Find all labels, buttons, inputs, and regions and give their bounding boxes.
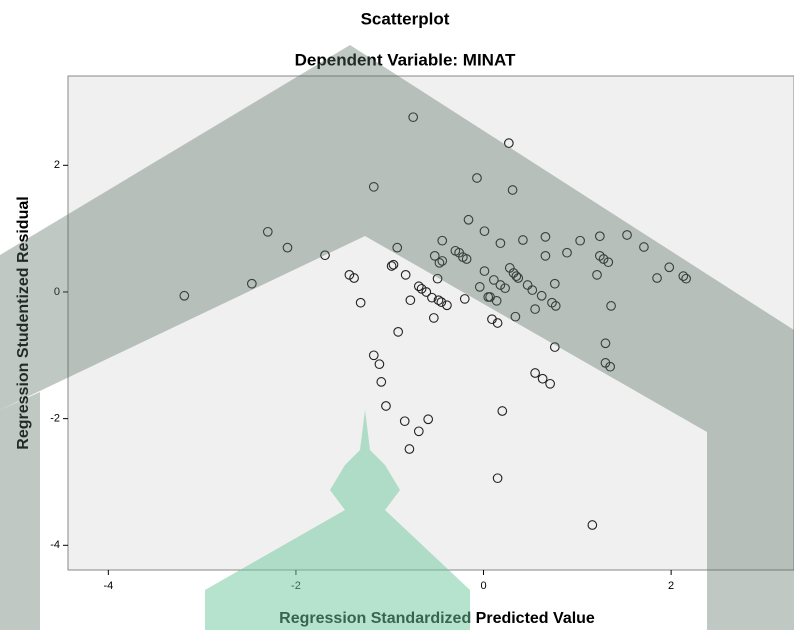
x-tick-label: 0	[480, 580, 486, 592]
x-tick-label: 2	[668, 580, 674, 592]
page: Scatterplot Dependent Variable: MINAT Re…	[0, 0, 794, 635]
watermark	[0, 392, 40, 630]
y-tick-label: 2	[54, 159, 60, 171]
y-tick-label: -4	[50, 539, 60, 551]
chart: Scatterplot Dependent Variable: MINAT Re…	[0, 0, 794, 630]
chart-title: Scatterplot	[361, 9, 450, 28]
y-tick-label: -2	[50, 413, 60, 425]
x-tick-label: -4	[103, 580, 113, 592]
